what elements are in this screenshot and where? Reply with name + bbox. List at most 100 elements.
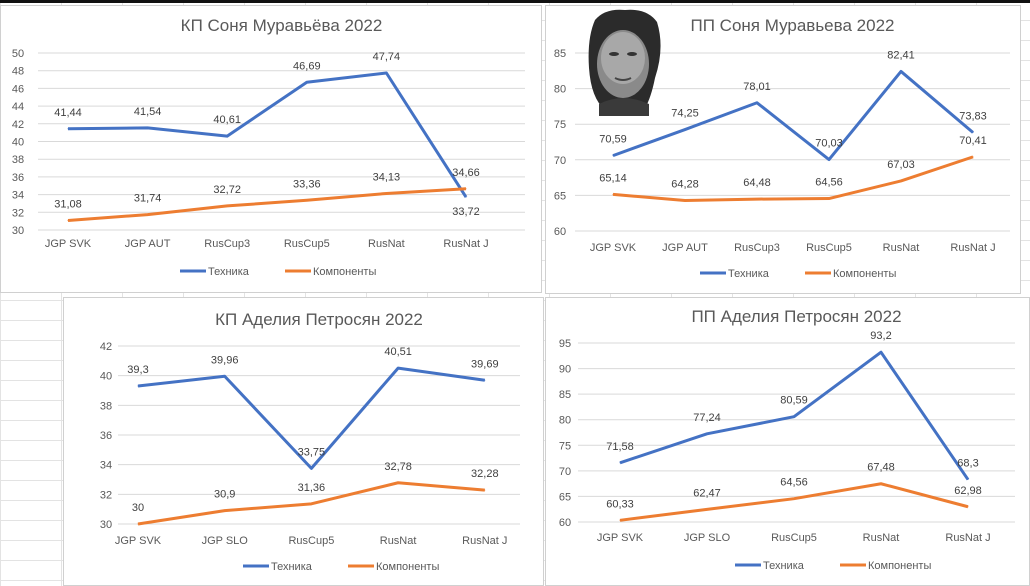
series-line-technique <box>619 350 970 481</box>
legend-label: Техника <box>208 266 250 278</box>
data-label: 31,08 <box>54 198 82 210</box>
chart-title: КП Аделия Петросян 2022 <box>215 310 423 329</box>
data-label: 65,14 <box>599 172 627 184</box>
data-point <box>756 198 758 200</box>
x-tick-label: JGP AUT <box>125 238 171 250</box>
data-label: 31,36 <box>298 482 326 494</box>
data-label: 74,25 <box>671 108 699 120</box>
x-tick-label: RusCup5 <box>806 242 852 254</box>
data-point <box>706 433 708 435</box>
data-label: 30 <box>132 502 144 514</box>
x-tick-label: JGP SVK <box>45 238 92 250</box>
data-point <box>612 155 614 157</box>
data-label: 41,54 <box>134 106 162 118</box>
data-point <box>310 503 312 505</box>
data-label: 32,28 <box>471 468 499 480</box>
x-tick-label: JGP SVK <box>115 535 162 547</box>
y-tick-label: 46 <box>12 83 24 95</box>
data-label: 46,69 <box>293 60 321 72</box>
data-point <box>756 102 758 104</box>
chart-3[interactable] <box>63 297 544 586</box>
data-point <box>793 498 795 500</box>
data-label: 39,96 <box>211 354 239 366</box>
y-tick-label: 42 <box>100 341 112 353</box>
legend-label: Компоненты <box>313 266 376 278</box>
data-label: 32,72 <box>213 184 241 196</box>
y-tick-label: 34 <box>100 460 112 472</box>
data-label: 70,41 <box>959 135 987 147</box>
data-point <box>684 200 686 202</box>
x-tick-label: RusCup5 <box>771 532 817 544</box>
chart-title: ПП Соня Муравьева 2022 <box>691 16 895 35</box>
series-line-components <box>619 482 969 522</box>
x-tick-label: JGP AUT <box>662 242 708 254</box>
data-point <box>306 81 308 83</box>
data-point <box>67 219 69 221</box>
y-tick-label: 40 <box>100 371 112 383</box>
x-tick-label: RusNat J <box>462 535 507 547</box>
chart-4[interactable] <box>545 297 1030 586</box>
y-tick-label: 48 <box>12 66 24 78</box>
y-tick-label: 30 <box>12 225 24 237</box>
y-tick-label: 30 <box>100 519 112 531</box>
data-label: 62,98 <box>954 485 982 497</box>
data-label: 31,74 <box>134 193 162 205</box>
y-tick-label: 60 <box>554 226 566 238</box>
data-point <box>793 416 795 418</box>
legend-label: Техника <box>728 268 770 280</box>
data-point <box>880 483 882 485</box>
data-label: 30,9 <box>214 489 235 501</box>
y-tick-label: 36 <box>12 172 24 184</box>
y-tick-label: 44 <box>12 101 24 113</box>
data-label: 67,03 <box>887 159 915 171</box>
legend-label: Компоненты <box>833 268 896 280</box>
y-tick-label: 42 <box>12 119 24 131</box>
data-label: 64,28 <box>671 179 699 191</box>
y-tick-label: 90 <box>559 364 571 376</box>
data-point <box>484 489 486 491</box>
series-line-components <box>612 155 974 203</box>
y-tick-label: 80 <box>559 415 571 427</box>
data-label: 41,44 <box>54 107 82 119</box>
data-point <box>972 132 974 134</box>
data-label: 39,69 <box>471 358 499 370</box>
data-point <box>706 508 708 510</box>
y-tick-label: 80 <box>554 84 566 96</box>
data-label: 93,2 <box>870 330 891 342</box>
data-point <box>465 196 467 198</box>
legend-label: Техника <box>271 561 313 573</box>
data-point <box>619 519 621 521</box>
chart-title: ПП Аделия Петросян 2022 <box>691 307 901 326</box>
y-tick-label: 60 <box>559 517 571 529</box>
data-point <box>397 367 399 369</box>
data-label: 47,74 <box>373 51 401 63</box>
y-tick-label: 32 <box>100 489 112 501</box>
y-tick-label: 75 <box>554 119 566 131</box>
data-label: 80,59 <box>780 395 808 407</box>
data-label: 62,47 <box>693 487 721 499</box>
x-tick-label: RusNat J <box>945 532 990 544</box>
y-tick-label: 36 <box>100 430 112 442</box>
series-line-technique <box>612 69 974 162</box>
data-point <box>147 214 149 216</box>
chart-title: КП Соня Муравьёва 2022 <box>181 16 383 35</box>
y-tick-label: 65 <box>554 190 566 202</box>
data-label: 68,3 <box>957 458 978 470</box>
y-tick-label: 70 <box>554 155 566 167</box>
data-point <box>226 135 228 137</box>
y-tick-label: 85 <box>554 48 566 60</box>
x-tick-label: JGP SVK <box>590 242 637 254</box>
x-tick-label: RusNat <box>863 532 900 544</box>
data-point <box>224 375 226 377</box>
x-tick-label: RusCup5 <box>284 238 330 250</box>
series-line-technique <box>67 71 468 198</box>
data-label: 33,75 <box>298 446 326 458</box>
data-point <box>967 506 969 508</box>
data-label: 70,03 <box>815 138 843 150</box>
x-tick-label: RusNat J <box>443 238 488 250</box>
y-tick-label: 75 <box>559 440 571 452</box>
data-label: 33,36 <box>293 178 321 190</box>
data-label: 70,59 <box>599 134 627 146</box>
x-tick-label: RusNat <box>380 535 417 547</box>
